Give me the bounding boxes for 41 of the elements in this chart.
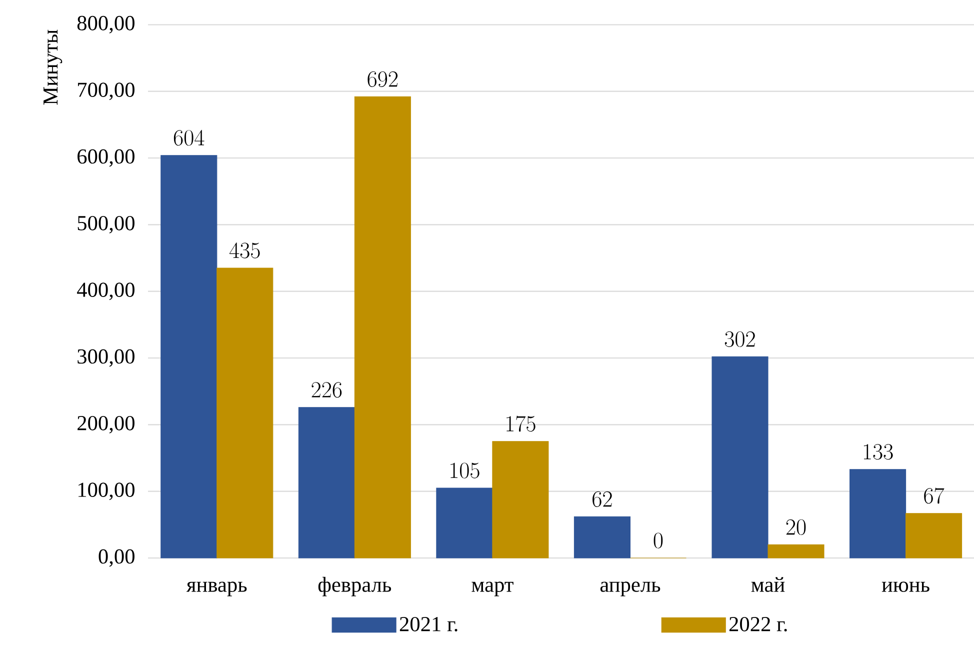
x-tick-label: январь xyxy=(186,582,247,596)
data-label: 0 xyxy=(654,532,663,548)
y-tick-label: 500,00 xyxy=(78,216,134,234)
data-label: 67 xyxy=(924,488,944,504)
legend-label: 2021 г. xyxy=(400,616,458,632)
data-label: 20 xyxy=(786,519,806,535)
bar xyxy=(492,441,549,558)
bar xyxy=(712,356,768,558)
data-label: 105 xyxy=(450,462,480,478)
bar xyxy=(574,516,630,558)
x-tick-label: февраль xyxy=(318,576,392,596)
y-tick-label: 200,00 xyxy=(78,416,134,434)
y-tick-label: 400,00 xyxy=(77,282,134,300)
x-tick-label: май xyxy=(751,577,785,592)
x-tick-label: апрель xyxy=(600,582,660,596)
bar xyxy=(850,469,906,558)
data-label: 692 xyxy=(368,71,398,87)
bar xyxy=(354,96,411,558)
y-tick-label: 0,00 xyxy=(98,549,134,567)
data-label: 302 xyxy=(724,331,755,347)
bar xyxy=(768,544,824,558)
y-tick-label: 800,00 xyxy=(77,16,134,34)
y-tick-label: 700,00 xyxy=(78,82,134,100)
y-tick-label: 300,00 xyxy=(78,349,134,367)
data-label: 604 xyxy=(174,130,204,146)
bar xyxy=(160,155,218,558)
data-label: 435 xyxy=(230,242,260,258)
data-label: 133 xyxy=(864,444,893,460)
data-label: 226 xyxy=(312,382,342,398)
y-tick-label: 600,00 xyxy=(78,149,134,167)
bar xyxy=(298,407,355,558)
data-label: 175 xyxy=(506,416,536,432)
x-tick-label: июнь xyxy=(882,582,930,592)
x-tick-label: март xyxy=(472,582,514,596)
bar xyxy=(436,488,493,558)
data-label: 62 xyxy=(592,491,612,507)
bar xyxy=(906,513,962,558)
y-axis-title: Минуты xyxy=(44,30,62,105)
y-tick-label: 100,00 xyxy=(78,482,134,500)
bar xyxy=(216,268,274,558)
legend-label: 2022 г. xyxy=(729,616,787,632)
